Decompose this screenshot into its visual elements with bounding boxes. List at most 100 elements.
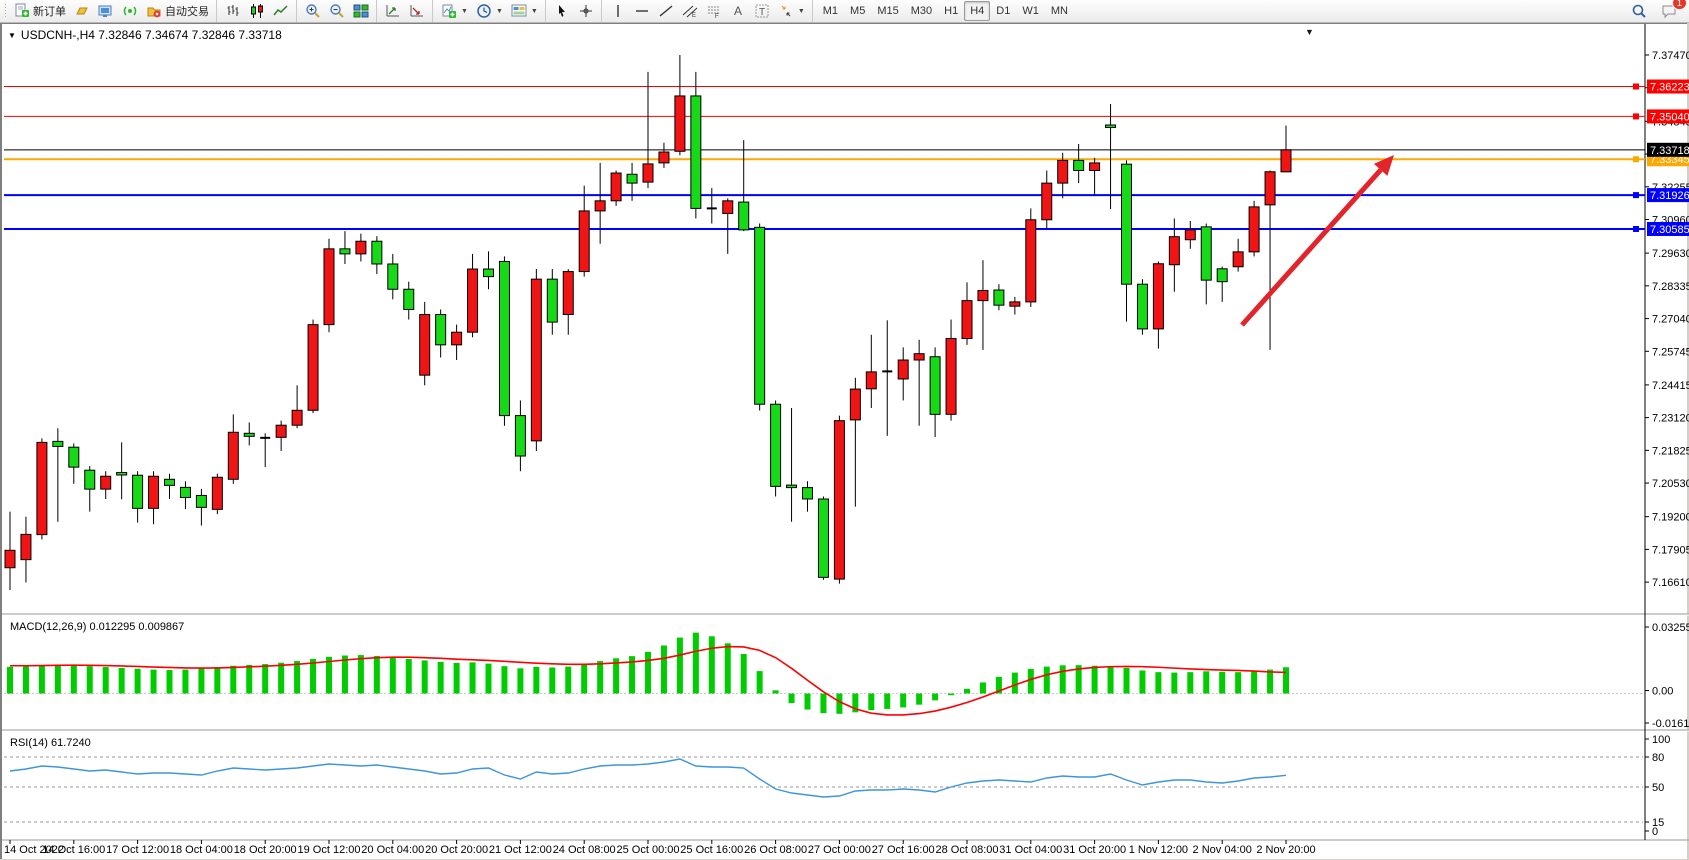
trend-arrow[interactable] — [1240, 168, 1383, 327]
vertical-line-button[interactable] — [606, 0, 630, 22]
toolbar-grip[interactable] — [4, 3, 8, 19]
text-button[interactable]: A — [726, 0, 750, 22]
chart-window[interactable]: ▼ USDCNH-,H4 7.32846 7.34674 7.32846 7.3… — [0, 23, 1689, 859]
tf-m30[interactable]: M30 — [905, 1, 938, 21]
dropdown-caret-icon[interactable]: ▼ — [530, 7, 538, 15]
rsi-tick-label: 100 — [1652, 734, 1670, 746]
dropdown-caret-icon[interactable]: ▼ — [461, 7, 468, 15]
candle — [738, 201, 750, 231]
dropdown-caret-icon[interactable]: ▼ — [797, 7, 805, 15]
chat-button[interactable]: 1 — [1657, 0, 1687, 22]
candle — [164, 478, 175, 486]
level-line-handle[interactable] — [1633, 113, 1639, 120]
time-tick-label: 21 Oct 12:00 — [489, 844, 552, 856]
price-tick-label: 7.28335 — [1652, 281, 1689, 293]
cursor-button[interactable] — [550, 0, 574, 22]
macd-histogram-bar — [22, 666, 29, 694]
fibonacci-button[interactable]: F — [702, 0, 726, 22]
level-line-handle[interactable] — [1633, 225, 1639, 232]
macd-histogram-bar — [788, 693, 795, 704]
macd-histogram-bar — [373, 655, 380, 694]
macd-histogram-bar — [692, 632, 699, 694]
arrows-button[interactable]: ▼ — [774, 0, 809, 22]
line-chart-button[interactable] — [269, 0, 293, 22]
vline-icon — [617, 5, 619, 17]
price-tick-label: 7.20530 — [1652, 478, 1689, 490]
search-button[interactable] — [1627, 0, 1651, 22]
macd-histogram-bar — [581, 664, 588, 694]
candle — [435, 314, 447, 346]
rsi-label: RSI(14) 61.7240 — [10, 737, 91, 749]
price-tick-label: 7.17905 — [1652, 544, 1689, 556]
macd-histogram-bar — [405, 658, 412, 694]
level-line-handle[interactable] — [1633, 156, 1639, 163]
notification-badge: 1 — [1671, 0, 1687, 10]
macd-histogram-bar — [453, 662, 460, 694]
text-label-icon: T — [755, 4, 769, 18]
tf-m1-label: M1 — [822, 5, 839, 17]
horizontal-line-button[interactable] — [630, 0, 654, 22]
macd-histogram-bar — [389, 657, 396, 694]
candle — [36, 441, 48, 536]
time-tick-label: 25 Oct 16:00 — [680, 844, 743, 856]
candle — [1136, 283, 1148, 330]
macd-histogram-bar — [836, 693, 843, 714]
main-toolbar: 新订单 自动交易 ▼ ▼ ▼ E F A T ▼ M1 M5 M15 M30 H1 H4 D1 W1 MN 1 — [0, 0, 1689, 23]
price-badge-label: 7.36223 — [1650, 82, 1689, 94]
candle — [913, 353, 925, 361]
macd-histogram-bar — [7, 666, 13, 694]
tile-windows-button[interactable] — [349, 0, 373, 22]
candle — [1121, 163, 1132, 285]
auto-scroll-button[interactable] — [381, 0, 405, 22]
macd-histogram-bar — [1219, 671, 1226, 694]
autotrading-button[interactable]: 自动交易 — [142, 0, 213, 22]
candlestick-chart-button[interactable] — [245, 0, 269, 22]
tf-m1[interactable]: M1 — [817, 1, 844, 21]
macd-histogram-bar — [1059, 665, 1066, 694]
new-order-icon — [15, 3, 29, 17]
price-chart[interactable]: 7.374707.361757.348457.335507.322557.309… — [2, 24, 1689, 859]
zoom-in-button[interactable] — [301, 0, 325, 22]
dropdown-caret-icon[interactable]: ▼ — [495, 7, 503, 15]
candle — [530, 278, 542, 442]
trend-arrow-head — [1373, 155, 1394, 176]
price-tick-label: 7.23120 — [1652, 413, 1689, 425]
signals-button[interactable] — [118, 0, 142, 22]
new-order-button[interactable]: 新订单 — [10, 0, 70, 22]
toolbar-group-trade: 新订单 自动交易 — [2, 0, 214, 22]
periods-button[interactable]: ▼ — [472, 0, 507, 22]
crosshair-button[interactable] — [574, 0, 598, 22]
candle — [865, 371, 877, 390]
market-watch-button[interactable] — [70, 0, 94, 22]
tf-d1[interactable]: D1 — [990, 1, 1016, 21]
price-tick-label: 7.21825 — [1652, 445, 1689, 457]
candle — [802, 487, 813, 500]
tf-w1[interactable]: W1 — [1016, 1, 1045, 21]
macd-tick-label: 0.00 — [1652, 686, 1673, 698]
level-line-handle[interactable] — [1633, 192, 1639, 199]
templates-button[interactable]: ▼ — [507, 0, 542, 22]
macd-histogram-bar — [629, 656, 636, 694]
zoom-out-button[interactable] — [325, 0, 349, 22]
time-tick-label: 18 Oct 20:00 — [234, 844, 297, 856]
candle — [945, 338, 957, 415]
time-tick-label: 14 Oct 2022 — [4, 844, 64, 856]
chevron-down-icon[interactable]: ▼ — [8, 30, 16, 40]
hline-icon — [635, 10, 648, 12]
macd-histogram-bar — [1251, 671, 1258, 694]
tf-m15[interactable]: M15 — [871, 1, 904, 21]
terminal-button[interactable] — [94, 0, 118, 22]
equidistant-channel-button[interactable]: E — [678, 0, 702, 22]
tf-mn[interactable]: MN — [1045, 1, 1074, 21]
time-tick-label: 20 Oct 04:00 — [361, 844, 424, 856]
text-label-button[interactable]: T — [750, 0, 774, 22]
chart-shift-button[interactable] — [405, 0, 429, 22]
indicators-button[interactable]: ▼ — [437, 0, 472, 22]
tf-h1[interactable]: H1 — [938, 1, 964, 21]
level-line-handle[interactable] — [1633, 83, 1639, 90]
tf-h4[interactable]: H4 — [964, 1, 991, 21]
chart-shift-marker-icon[interactable]: ▼ — [1305, 27, 1314, 37]
tf-m5[interactable]: M5 — [844, 1, 871, 21]
trendline-button[interactable] — [654, 0, 678, 22]
bar-chart-button[interactable] — [221, 0, 245, 22]
